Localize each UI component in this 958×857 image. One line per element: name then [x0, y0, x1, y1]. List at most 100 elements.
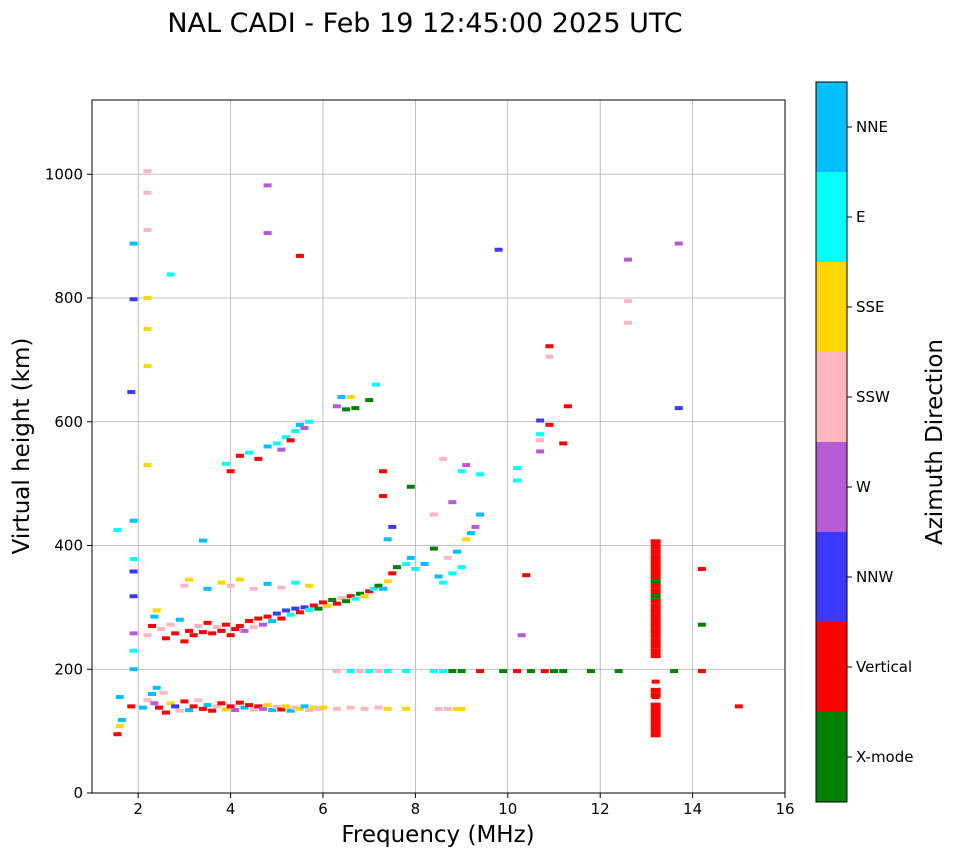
- data-point: [517, 633, 526, 638]
- data-point: [129, 648, 138, 653]
- data-point: [697, 567, 706, 572]
- data-point: [476, 512, 485, 517]
- data-point: [734, 704, 743, 709]
- data-point: [129, 631, 138, 636]
- data-point: [623, 320, 632, 325]
- data-point: [383, 537, 392, 542]
- data-point: [559, 669, 568, 674]
- data-point: [185, 577, 194, 582]
- data-point: [272, 441, 281, 446]
- data-point: [402, 669, 411, 674]
- data-point: [249, 707, 258, 712]
- data-point: [360, 594, 369, 599]
- data-point: [180, 583, 189, 588]
- data-point: [369, 586, 378, 591]
- data-point: [240, 705, 249, 710]
- data-point: [291, 705, 300, 710]
- data-point: [323, 604, 332, 609]
- data-point: [402, 706, 411, 711]
- y-tick-label: 400: [54, 537, 83, 555]
- interference-segment: [650, 573, 661, 579]
- y-tick-label: 200: [54, 660, 83, 678]
- data-point: [439, 669, 448, 674]
- data-point: [536, 418, 545, 423]
- data-point: [374, 583, 383, 588]
- colorbar-segment: [816, 532, 847, 622]
- data-point: [309, 603, 318, 608]
- data-point: [150, 614, 159, 619]
- data-point: [254, 456, 263, 461]
- interference-segment: [650, 727, 661, 733]
- data-point: [152, 608, 161, 613]
- colorbar-segment: [816, 712, 847, 802]
- data-point: [545, 422, 554, 427]
- interference-segment: [650, 722, 661, 728]
- data-point: [113, 732, 122, 737]
- interference-segment: [650, 638, 661, 644]
- x-tick-label: 2: [133, 800, 143, 818]
- data-point: [402, 562, 411, 567]
- data-point: [513, 466, 522, 471]
- x-tick-label: 16: [775, 800, 794, 818]
- data-point: [171, 631, 180, 636]
- interference-segment: [650, 539, 661, 545]
- data-point: [115, 724, 124, 729]
- data-point: [651, 679, 660, 684]
- colorbar-tick-label: NNE: [856, 118, 888, 136]
- colorbar-segment: [816, 442, 847, 532]
- data-point: [268, 618, 277, 623]
- interference-segment: [650, 732, 661, 738]
- colorbar-tick-label: SSE: [856, 298, 885, 316]
- y-tick-label: 800: [54, 289, 83, 307]
- data-point: [286, 612, 295, 617]
- data-point: [226, 704, 235, 709]
- data-point: [221, 622, 230, 627]
- data-point: [379, 494, 388, 498]
- data-point: [291, 429, 300, 434]
- data-point: [429, 669, 438, 674]
- interference-segment: [650, 544, 661, 550]
- data-point: [185, 628, 194, 633]
- data-point: [235, 623, 244, 628]
- data-point: [332, 706, 341, 711]
- colorbar-segment: [816, 352, 847, 442]
- data-point: [623, 299, 632, 304]
- plot-frame: [91, 99, 786, 794]
- data-point: [148, 692, 157, 696]
- colorbar-label: Azimuth Direction: [922, 339, 948, 545]
- data-point: [212, 625, 221, 630]
- data-point: [217, 628, 226, 633]
- y-axis-label: Virtual height (km): [9, 338, 35, 555]
- data-point: [443, 706, 452, 711]
- data-point: [143, 326, 152, 331]
- data-point: [337, 596, 346, 601]
- data-point: [263, 183, 272, 188]
- data-point: [670, 669, 679, 674]
- data-point: [305, 708, 314, 713]
- data-point: [443, 555, 452, 560]
- colorbar-segment: [816, 82, 847, 172]
- interference-segment: [650, 633, 661, 639]
- data-point: [448, 669, 457, 674]
- data-point: [536, 438, 545, 443]
- data-point: [154, 705, 163, 710]
- data-point: [328, 597, 337, 602]
- data-point: [175, 708, 184, 713]
- data-point: [295, 706, 304, 711]
- x-tick-label: 14: [683, 800, 702, 818]
- interference-segment: [650, 598, 661, 604]
- data-point: [295, 422, 304, 427]
- interference-segment: [650, 707, 661, 713]
- data-point: [494, 247, 503, 252]
- data-point: [217, 701, 226, 706]
- data-point: [365, 669, 374, 674]
- data-point: [221, 707, 230, 712]
- data-point: [374, 669, 383, 674]
- data-point: [300, 704, 309, 709]
- data-point: [282, 435, 291, 440]
- data-point: [245, 450, 254, 455]
- data-point: [434, 706, 443, 711]
- data-point: [476, 472, 485, 477]
- data-point: [203, 703, 212, 708]
